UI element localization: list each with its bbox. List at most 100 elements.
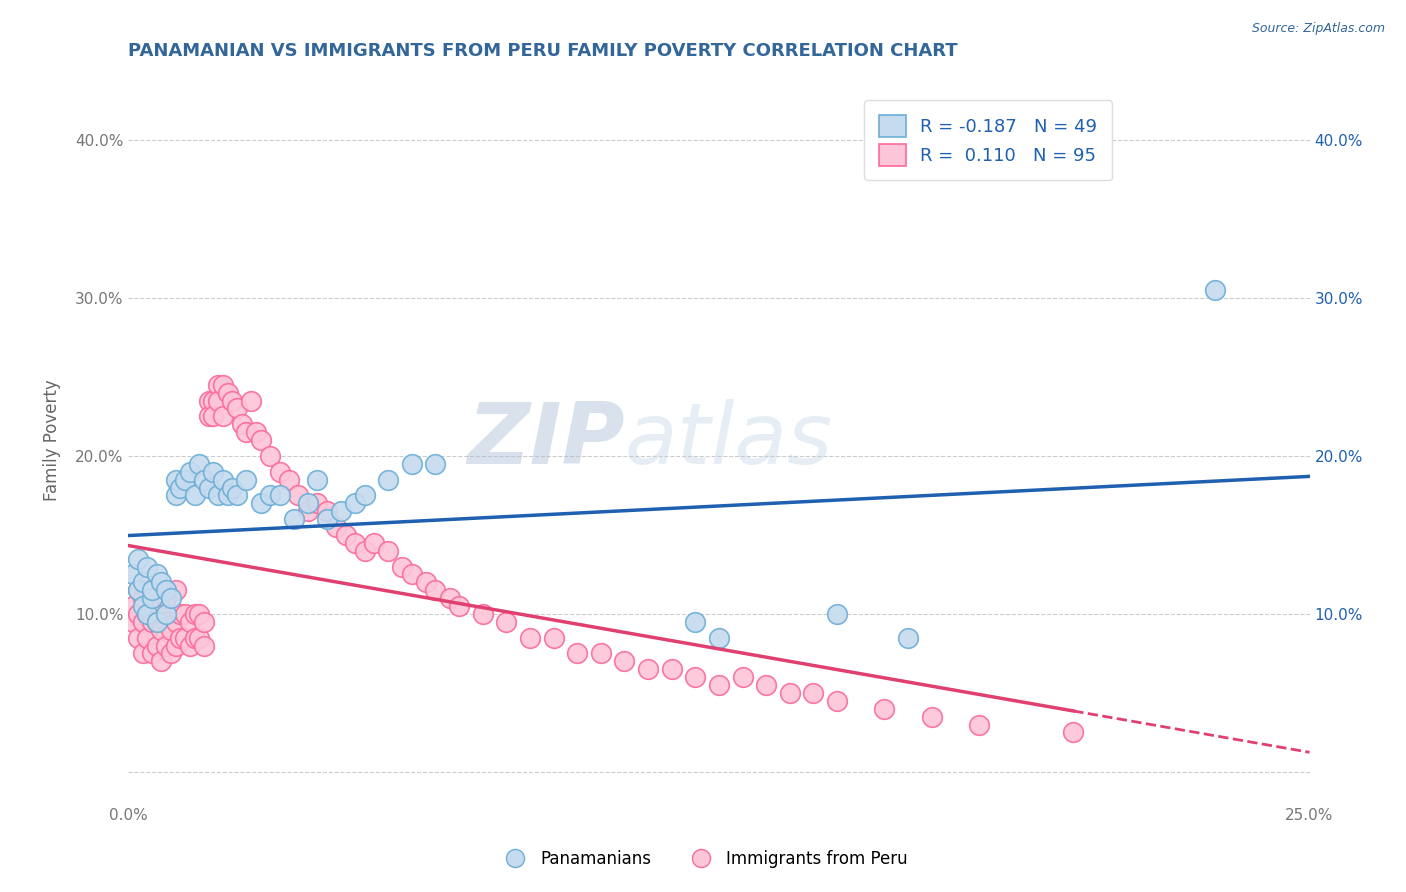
Point xyxy=(141,647,163,661)
Point xyxy=(212,409,235,424)
Text: ZIP: ZIP xyxy=(467,399,624,482)
Text: atlas: atlas xyxy=(624,399,832,482)
Point xyxy=(779,686,801,700)
Point xyxy=(169,607,191,621)
Point xyxy=(283,512,305,526)
Point xyxy=(401,457,423,471)
Point xyxy=(685,670,707,684)
Point xyxy=(179,639,201,653)
Point xyxy=(245,425,267,440)
Point xyxy=(145,583,167,598)
Point xyxy=(160,647,183,661)
Point xyxy=(231,417,253,432)
Point xyxy=(217,488,239,502)
Point xyxy=(179,465,201,479)
Point xyxy=(145,615,167,629)
Point xyxy=(401,567,423,582)
Point xyxy=(145,615,167,629)
Point xyxy=(235,473,257,487)
Point xyxy=(136,607,159,621)
Point xyxy=(637,662,659,676)
Legend: Panamanians, Immigrants from Peru: Panamanians, Immigrants from Peru xyxy=(492,844,914,875)
Point xyxy=(131,575,153,590)
Point xyxy=(197,409,219,424)
Point xyxy=(131,591,153,606)
Point xyxy=(278,473,301,487)
Point xyxy=(197,393,219,408)
Point xyxy=(1204,283,1226,297)
Point xyxy=(353,543,375,558)
Point xyxy=(136,631,159,645)
Point xyxy=(155,583,177,598)
Point xyxy=(269,488,291,502)
Point xyxy=(221,481,243,495)
Point xyxy=(249,496,271,510)
Point xyxy=(207,393,229,408)
Point xyxy=(519,631,541,645)
Point xyxy=(122,599,145,613)
Point xyxy=(377,543,399,558)
Point xyxy=(495,615,517,629)
Point xyxy=(174,473,197,487)
Point xyxy=(127,583,149,598)
Point xyxy=(127,551,149,566)
Point xyxy=(122,615,145,629)
Point xyxy=(449,599,471,613)
Point xyxy=(165,583,187,598)
Point xyxy=(330,504,353,518)
Point xyxy=(188,607,211,621)
Point xyxy=(160,623,183,637)
Point xyxy=(825,694,848,708)
Point xyxy=(165,615,187,629)
Point xyxy=(249,433,271,447)
Point xyxy=(131,615,153,629)
Point xyxy=(145,639,167,653)
Legend: R = -0.187   N = 49, R =  0.110   N = 95: R = -0.187 N = 49, R = 0.110 N = 95 xyxy=(865,100,1112,180)
Point xyxy=(353,488,375,502)
Point xyxy=(217,385,239,400)
Point xyxy=(803,686,825,700)
Point xyxy=(613,654,636,668)
Point xyxy=(155,639,177,653)
Point xyxy=(1062,725,1084,739)
Point xyxy=(193,615,215,629)
Point xyxy=(131,647,153,661)
Point xyxy=(287,488,309,502)
Point xyxy=(439,591,461,606)
Point xyxy=(377,473,399,487)
Point xyxy=(221,393,243,408)
Point xyxy=(325,520,347,534)
Point xyxy=(897,631,920,645)
Point xyxy=(136,583,159,598)
Point xyxy=(183,607,205,621)
Point xyxy=(543,631,565,645)
Point xyxy=(921,709,943,723)
Point xyxy=(202,465,225,479)
Point xyxy=(202,409,225,424)
Point xyxy=(212,473,235,487)
Point xyxy=(155,591,177,606)
Point xyxy=(269,465,291,479)
Point xyxy=(179,615,201,629)
Point xyxy=(150,623,173,637)
Y-axis label: Family Poverty: Family Poverty xyxy=(44,379,60,501)
Point xyxy=(259,449,281,463)
Point xyxy=(169,481,191,495)
Point xyxy=(193,639,215,653)
Point xyxy=(307,496,329,510)
Point xyxy=(425,583,447,598)
Point xyxy=(315,512,337,526)
Point xyxy=(174,631,197,645)
Point xyxy=(165,473,187,487)
Point xyxy=(127,607,149,621)
Point xyxy=(188,457,211,471)
Point xyxy=(131,599,153,613)
Point xyxy=(344,536,367,550)
Point xyxy=(240,393,263,408)
Point xyxy=(122,567,145,582)
Point xyxy=(165,639,187,653)
Point xyxy=(183,631,205,645)
Point xyxy=(425,457,447,471)
Point xyxy=(136,559,159,574)
Text: Source: ZipAtlas.com: Source: ZipAtlas.com xyxy=(1251,22,1385,36)
